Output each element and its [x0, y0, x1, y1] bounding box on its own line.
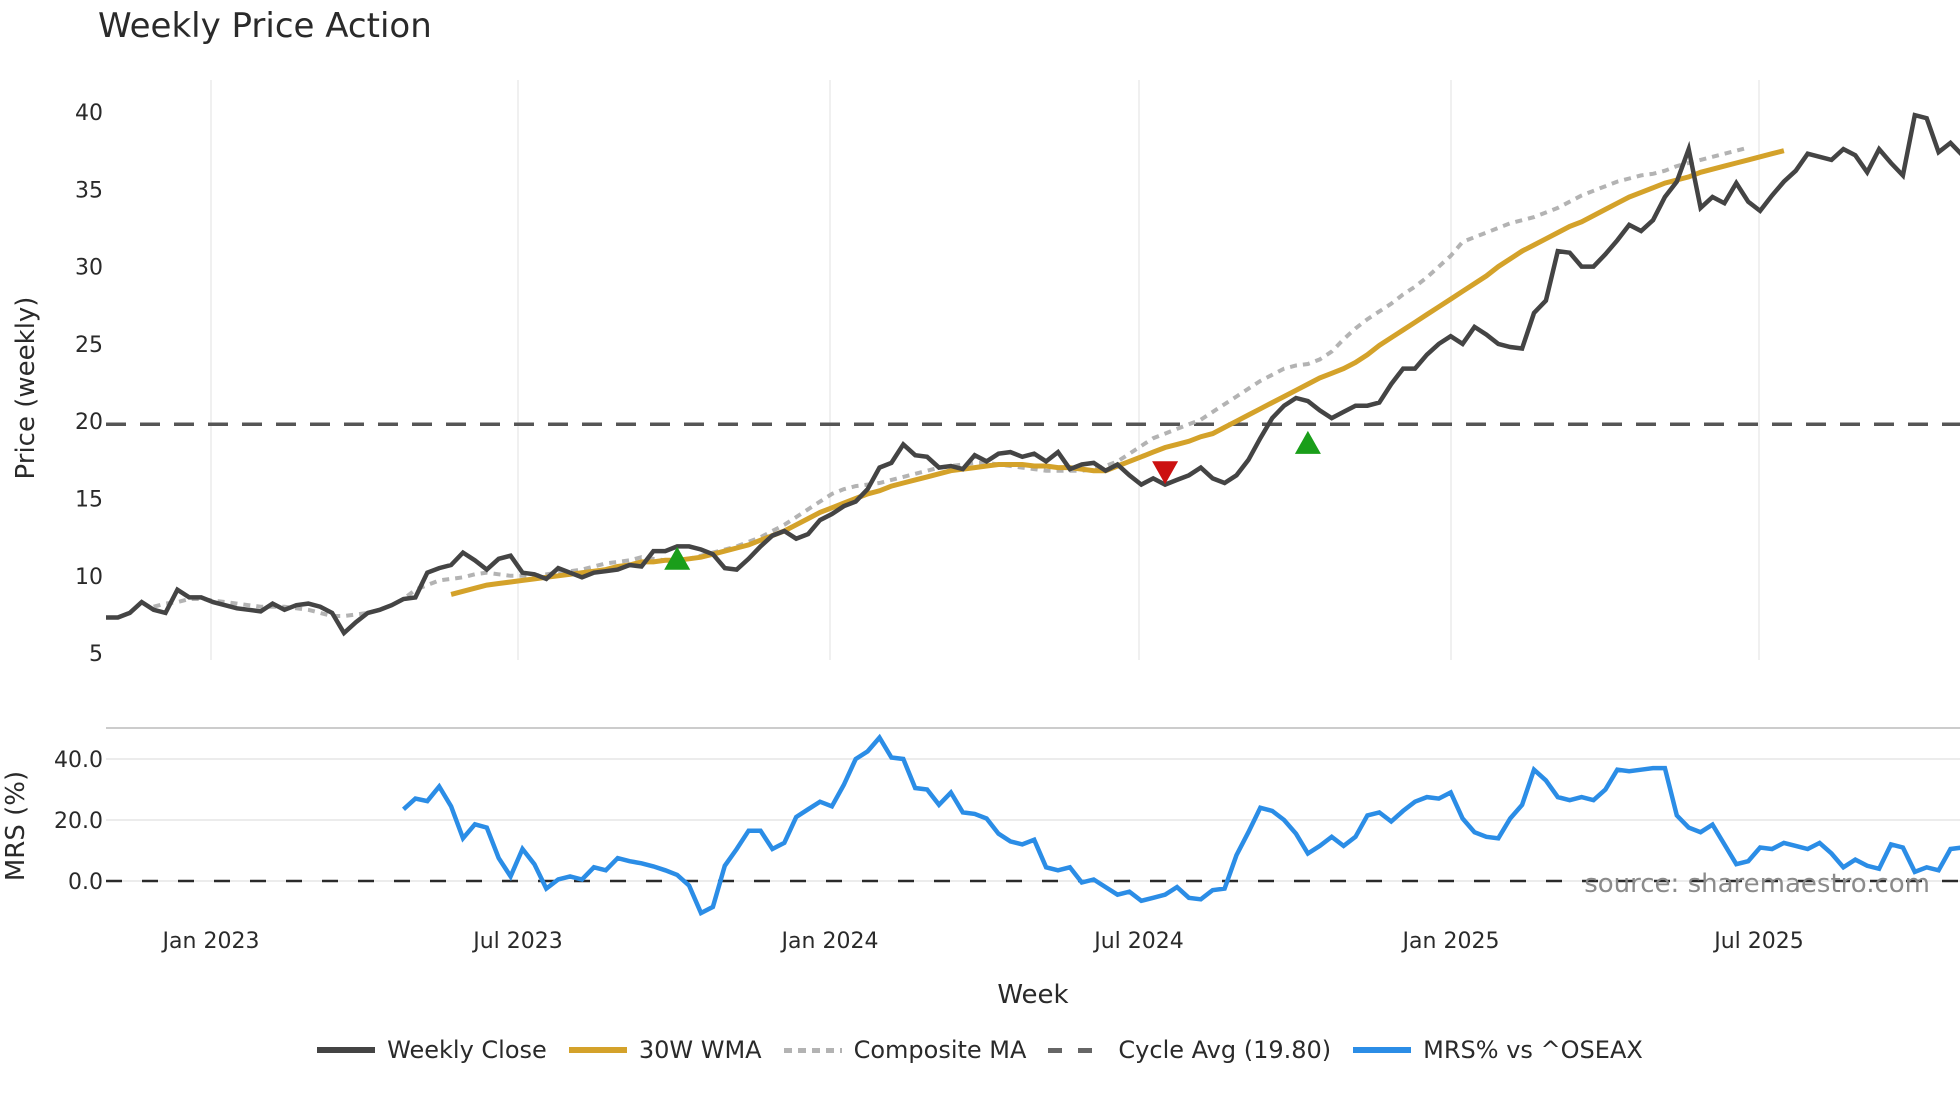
mrs-swatch-icon	[1353, 1047, 1412, 1053]
price-gridlines	[210, 80, 1760, 660]
svg-text:5: 5	[89, 642, 103, 667]
legend-item-mrs[interactable]: MRS% vs ^OSEAX	[1353, 1036, 1643, 1064]
svg-text:0.0: 0.0	[68, 870, 103, 895]
chart-canvas: 5 10 15 20 25 30 35 40 Price (weekly) 0.0 20.0 40…	[1, 80, 1960, 1010]
svg-text:20: 20	[75, 410, 103, 435]
legend-item-cycle-avg[interactable]: Cycle Avg (19.80)	[1048, 1036, 1331, 1064]
legend-item-weekly-close[interactable]: Weekly Close	[317, 1036, 547, 1064]
mrs-y-axis-ticks: 0.0 20.0 40.0	[54, 748, 103, 895]
svg-text:25: 25	[75, 333, 103, 358]
weekly-close-swatch-icon	[317, 1047, 376, 1053]
weekly-close-line	[106, 112, 1960, 637]
svg-text:20.0: 20.0	[54, 809, 103, 834]
svg-text:40.0: 40.0	[54, 748, 103, 773]
x-axis-title: Week	[997, 980, 1068, 1010]
svg-text:40: 40	[75, 101, 103, 126]
chart-title: Weekly Price Action	[98, 6, 432, 46]
composite-ma-swatch-icon	[783, 1047, 842, 1053]
price-y-axis-ticks: 5 10 15 20 25 30 35 40	[75, 101, 103, 667]
source-annotation: source: sharemaestro.com	[1584, 869, 1930, 899]
price-y-axis-title: Price (weekly)	[11, 297, 41, 480]
svg-text:Jul 2025: Jul 2025	[1712, 929, 1804, 954]
svg-text:Jan 2025: Jan 2025	[1401, 929, 1500, 954]
svg-text:Jan 2024: Jan 2024	[780, 929, 879, 954]
legend: Weekly Close 30W WMA Composite MA Cycle …	[0, 1036, 1960, 1064]
cycle-avg-swatch-icon	[1048, 1047, 1107, 1053]
composite-ma-line	[153, 145, 1749, 618]
svg-text:10: 10	[75, 565, 103, 590]
wma-30w-line	[450, 148, 1785, 597]
svg-text:Jul 2023: Jul 2023	[471, 929, 563, 954]
x-axis-ticks: Jan 2023 Jul 2023 Jan 2024 Jul 2024 Jan 2025…	[161, 929, 1804, 954]
wma-swatch-icon	[568, 1047, 627, 1053]
mrs-y-axis-title: MRS (%)	[1, 771, 31, 881]
legend-item-composite-ma[interactable]: Composite MA	[783, 1036, 1026, 1064]
signal-markers	[664, 430, 1321, 570]
svg-text:15: 15	[75, 488, 103, 513]
svg-text:30: 30	[75, 256, 103, 281]
svg-text:Jul 2024: Jul 2024	[1092, 929, 1184, 954]
svg-text:Jan 2023: Jan 2023	[161, 929, 260, 954]
mrs-line	[401, 733, 1960, 917]
mrs-gridlines	[106, 758, 1960, 882]
svg-text:35: 35	[75, 178, 103, 203]
legend-item-30w-wma[interactable]: 30W WMA	[568, 1036, 762, 1064]
